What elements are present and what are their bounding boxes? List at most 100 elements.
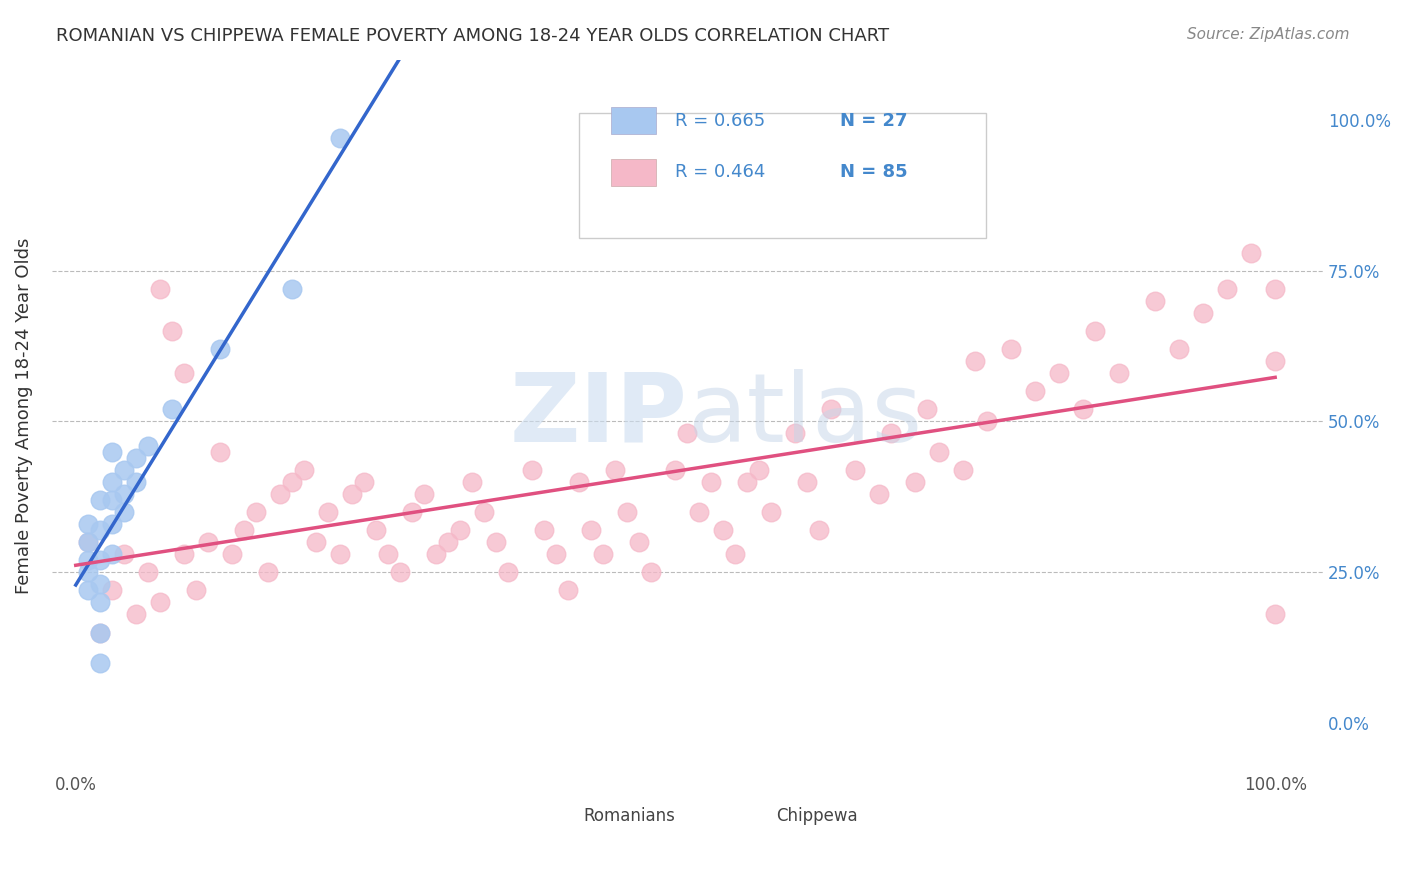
Point <box>112 463 135 477</box>
Point <box>184 583 207 598</box>
Point <box>136 565 159 579</box>
Point <box>329 131 352 145</box>
Point <box>557 583 579 598</box>
Point <box>904 475 927 489</box>
Point <box>1264 607 1286 622</box>
Point <box>377 547 399 561</box>
Bar <box>541 803 574 830</box>
Point <box>844 463 866 477</box>
Point <box>76 583 98 598</box>
Point <box>89 595 111 609</box>
Point <box>160 324 183 338</box>
Point <box>568 475 591 489</box>
Point <box>89 523 111 537</box>
Point <box>425 547 447 561</box>
Text: Source: ZipAtlas.com: Source: ZipAtlas.com <box>1187 27 1350 42</box>
Point <box>928 444 950 458</box>
Point <box>125 607 148 622</box>
Point <box>412 487 434 501</box>
Point <box>868 487 890 501</box>
Point <box>1168 342 1191 356</box>
Point <box>449 523 471 537</box>
Point <box>316 505 339 519</box>
Point <box>1264 354 1286 368</box>
Point <box>89 656 111 670</box>
Y-axis label: Female Poverty Among 18-24 Year Olds: Female Poverty Among 18-24 Year Olds <box>15 237 32 593</box>
Point <box>1108 366 1130 380</box>
Point <box>436 535 458 549</box>
Point <box>796 475 818 489</box>
Point <box>965 354 987 368</box>
Text: atlas: atlas <box>688 369 922 462</box>
Text: Romanians: Romanians <box>583 807 675 825</box>
Point <box>221 547 243 561</box>
Text: R = 0.464: R = 0.464 <box>675 163 765 181</box>
Bar <box>612 107 655 135</box>
Point <box>208 342 231 356</box>
Point <box>484 535 506 549</box>
Point <box>292 463 315 477</box>
Point <box>388 565 411 579</box>
Point <box>1071 402 1094 417</box>
Point <box>520 463 543 477</box>
Point <box>112 505 135 519</box>
Point <box>256 565 278 579</box>
Bar <box>735 803 768 830</box>
Point <box>628 535 651 549</box>
Point <box>664 463 686 477</box>
Point <box>112 487 135 501</box>
Point <box>100 547 122 561</box>
Point <box>100 583 122 598</box>
Point <box>125 475 148 489</box>
Text: N = 85: N = 85 <box>839 163 908 181</box>
Point <box>280 282 302 296</box>
Point <box>76 535 98 549</box>
Point <box>112 547 135 561</box>
Point <box>472 505 495 519</box>
Point <box>1024 384 1046 399</box>
Point <box>880 426 903 441</box>
Point <box>820 402 842 417</box>
Point <box>917 402 939 417</box>
Point <box>340 487 363 501</box>
Text: R = 0.665: R = 0.665 <box>675 112 765 130</box>
Point <box>100 444 122 458</box>
Point <box>89 625 111 640</box>
Point <box>688 505 710 519</box>
Bar <box>612 159 655 186</box>
Text: Chippewa: Chippewa <box>776 807 858 825</box>
Point <box>304 535 326 549</box>
Point <box>616 505 638 519</box>
Point <box>197 535 219 549</box>
Point <box>713 523 735 537</box>
Point <box>1047 366 1070 380</box>
Point <box>89 553 111 567</box>
Point <box>737 475 759 489</box>
Point <box>76 565 98 579</box>
Point <box>1240 245 1263 260</box>
Point <box>76 553 98 567</box>
Point <box>269 487 291 501</box>
Point <box>581 523 603 537</box>
Point <box>785 426 807 441</box>
Point <box>245 505 267 519</box>
Point <box>208 444 231 458</box>
Point <box>952 463 974 477</box>
Text: ZIP: ZIP <box>509 369 688 462</box>
Point <box>1264 282 1286 296</box>
Point <box>544 547 567 561</box>
Point <box>808 523 831 537</box>
Point <box>149 595 172 609</box>
Point <box>460 475 482 489</box>
Point <box>89 577 111 591</box>
Point <box>280 475 302 489</box>
Point <box>353 475 375 489</box>
Point <box>533 523 555 537</box>
Text: ROMANIAN VS CHIPPEWA FEMALE POVERTY AMONG 18-24 YEAR OLDS CORRELATION CHART: ROMANIAN VS CHIPPEWA FEMALE POVERTY AMON… <box>56 27 890 45</box>
Point <box>160 402 183 417</box>
Point <box>1192 306 1215 320</box>
Point <box>76 516 98 531</box>
Point <box>1084 324 1107 338</box>
Point <box>76 535 98 549</box>
Point <box>976 414 998 428</box>
